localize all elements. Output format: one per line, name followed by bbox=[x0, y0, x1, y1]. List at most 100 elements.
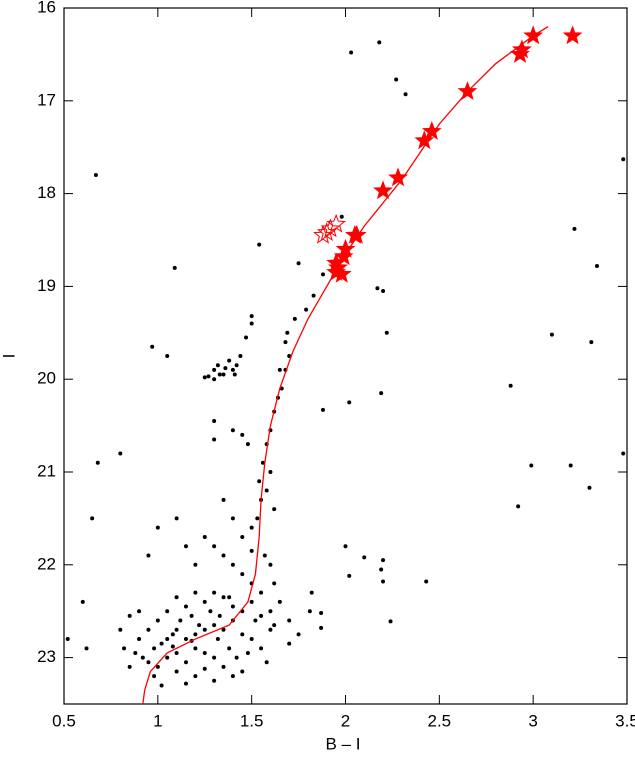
data-point bbox=[394, 77, 399, 82]
data-point bbox=[249, 321, 254, 326]
data-point bbox=[621, 451, 626, 456]
data-point bbox=[150, 344, 155, 349]
data-point bbox=[212, 418, 217, 423]
data-point bbox=[146, 660, 151, 665]
data-point bbox=[227, 646, 232, 651]
data-point bbox=[206, 374, 211, 379]
x-tick-label: 0.5 bbox=[52, 711, 76, 730]
data-point bbox=[319, 625, 324, 630]
data-point bbox=[339, 214, 344, 219]
data-point bbox=[268, 470, 273, 474]
data-point bbox=[362, 555, 367, 560]
data-point bbox=[174, 627, 179, 632]
data-point bbox=[165, 637, 170, 642]
data-point bbox=[268, 627, 273, 632]
data-point bbox=[221, 372, 226, 377]
data-point bbox=[230, 428, 235, 433]
data-point bbox=[375, 286, 380, 291]
data-point bbox=[230, 516, 235, 521]
data-point bbox=[264, 660, 269, 665]
data-point bbox=[127, 664, 132, 669]
data-point bbox=[388, 619, 393, 624]
data-point bbox=[155, 618, 160, 623]
data-point bbox=[193, 646, 198, 651]
data-point bbox=[287, 354, 292, 358]
data-point bbox=[137, 637, 142, 642]
data-point bbox=[170, 632, 175, 637]
data-point bbox=[283, 340, 288, 345]
data-point bbox=[343, 544, 348, 549]
data-point bbox=[193, 562, 198, 567]
data-point bbox=[202, 627, 207, 632]
data-point bbox=[259, 613, 264, 618]
data-point bbox=[508, 383, 513, 388]
data-point bbox=[165, 609, 170, 614]
data-point bbox=[202, 599, 207, 604]
data-point bbox=[133, 650, 138, 655]
data-point bbox=[212, 623, 217, 628]
data-point bbox=[262, 553, 267, 558]
data-point bbox=[174, 595, 179, 600]
star-marker bbox=[326, 252, 347, 272]
data-point bbox=[221, 627, 226, 632]
data-point bbox=[384, 330, 389, 335]
star-marker bbox=[523, 25, 544, 45]
y-tick-label: 21 bbox=[37, 461, 56, 480]
data-point bbox=[159, 683, 164, 688]
data-point bbox=[189, 613, 194, 618]
data-point bbox=[230, 604, 235, 609]
data-point bbox=[249, 314, 254, 319]
data-point bbox=[65, 637, 70, 642]
data-point bbox=[268, 609, 273, 614]
data-point bbox=[257, 242, 262, 247]
data-point bbox=[202, 375, 207, 380]
data-point bbox=[155, 664, 160, 669]
data-point bbox=[212, 655, 217, 660]
data-point bbox=[230, 674, 235, 679]
data-point bbox=[240, 432, 245, 437]
data-point bbox=[379, 567, 384, 572]
data-point bbox=[217, 372, 222, 377]
data-point bbox=[202, 650, 207, 655]
star-marker bbox=[331, 263, 352, 283]
data-point bbox=[137, 609, 142, 614]
data-point bbox=[377, 40, 382, 45]
data-point bbox=[174, 669, 179, 674]
y-tick-label: 20 bbox=[37, 369, 56, 388]
x-tick-label: 1 bbox=[153, 711, 162, 730]
data-point bbox=[319, 611, 324, 616]
data-point bbox=[244, 335, 249, 340]
data-point bbox=[202, 534, 207, 539]
data-point bbox=[202, 666, 207, 671]
data-point bbox=[93, 173, 98, 178]
data-point bbox=[516, 504, 521, 509]
data-point bbox=[212, 367, 217, 372]
x-tick-label: 2.5 bbox=[428, 711, 452, 730]
data-point bbox=[155, 525, 160, 530]
data-point bbox=[594, 263, 599, 268]
data-point bbox=[379, 391, 384, 396]
x-tick-label: 2 bbox=[341, 711, 350, 730]
open-star-marker bbox=[326, 213, 347, 233]
data-point bbox=[249, 525, 254, 530]
data-point bbox=[249, 548, 254, 553]
data-point bbox=[589, 340, 594, 345]
data-point bbox=[215, 637, 220, 642]
data-point bbox=[212, 678, 217, 683]
data-point bbox=[221, 595, 226, 600]
y-tick-label: 17 bbox=[37, 90, 56, 109]
open-star-marker bbox=[320, 218, 341, 238]
data-point bbox=[277, 367, 282, 372]
data-point bbox=[285, 330, 290, 335]
data-point bbox=[122, 646, 127, 651]
data-point bbox=[223, 366, 228, 371]
data-point bbox=[234, 363, 239, 368]
data-point bbox=[140, 655, 145, 660]
star-marker bbox=[562, 25, 583, 45]
data-point bbox=[240, 572, 245, 577]
data-point bbox=[249, 637, 254, 642]
data-point bbox=[240, 669, 245, 674]
data-point bbox=[292, 316, 297, 321]
data-point bbox=[183, 604, 188, 609]
